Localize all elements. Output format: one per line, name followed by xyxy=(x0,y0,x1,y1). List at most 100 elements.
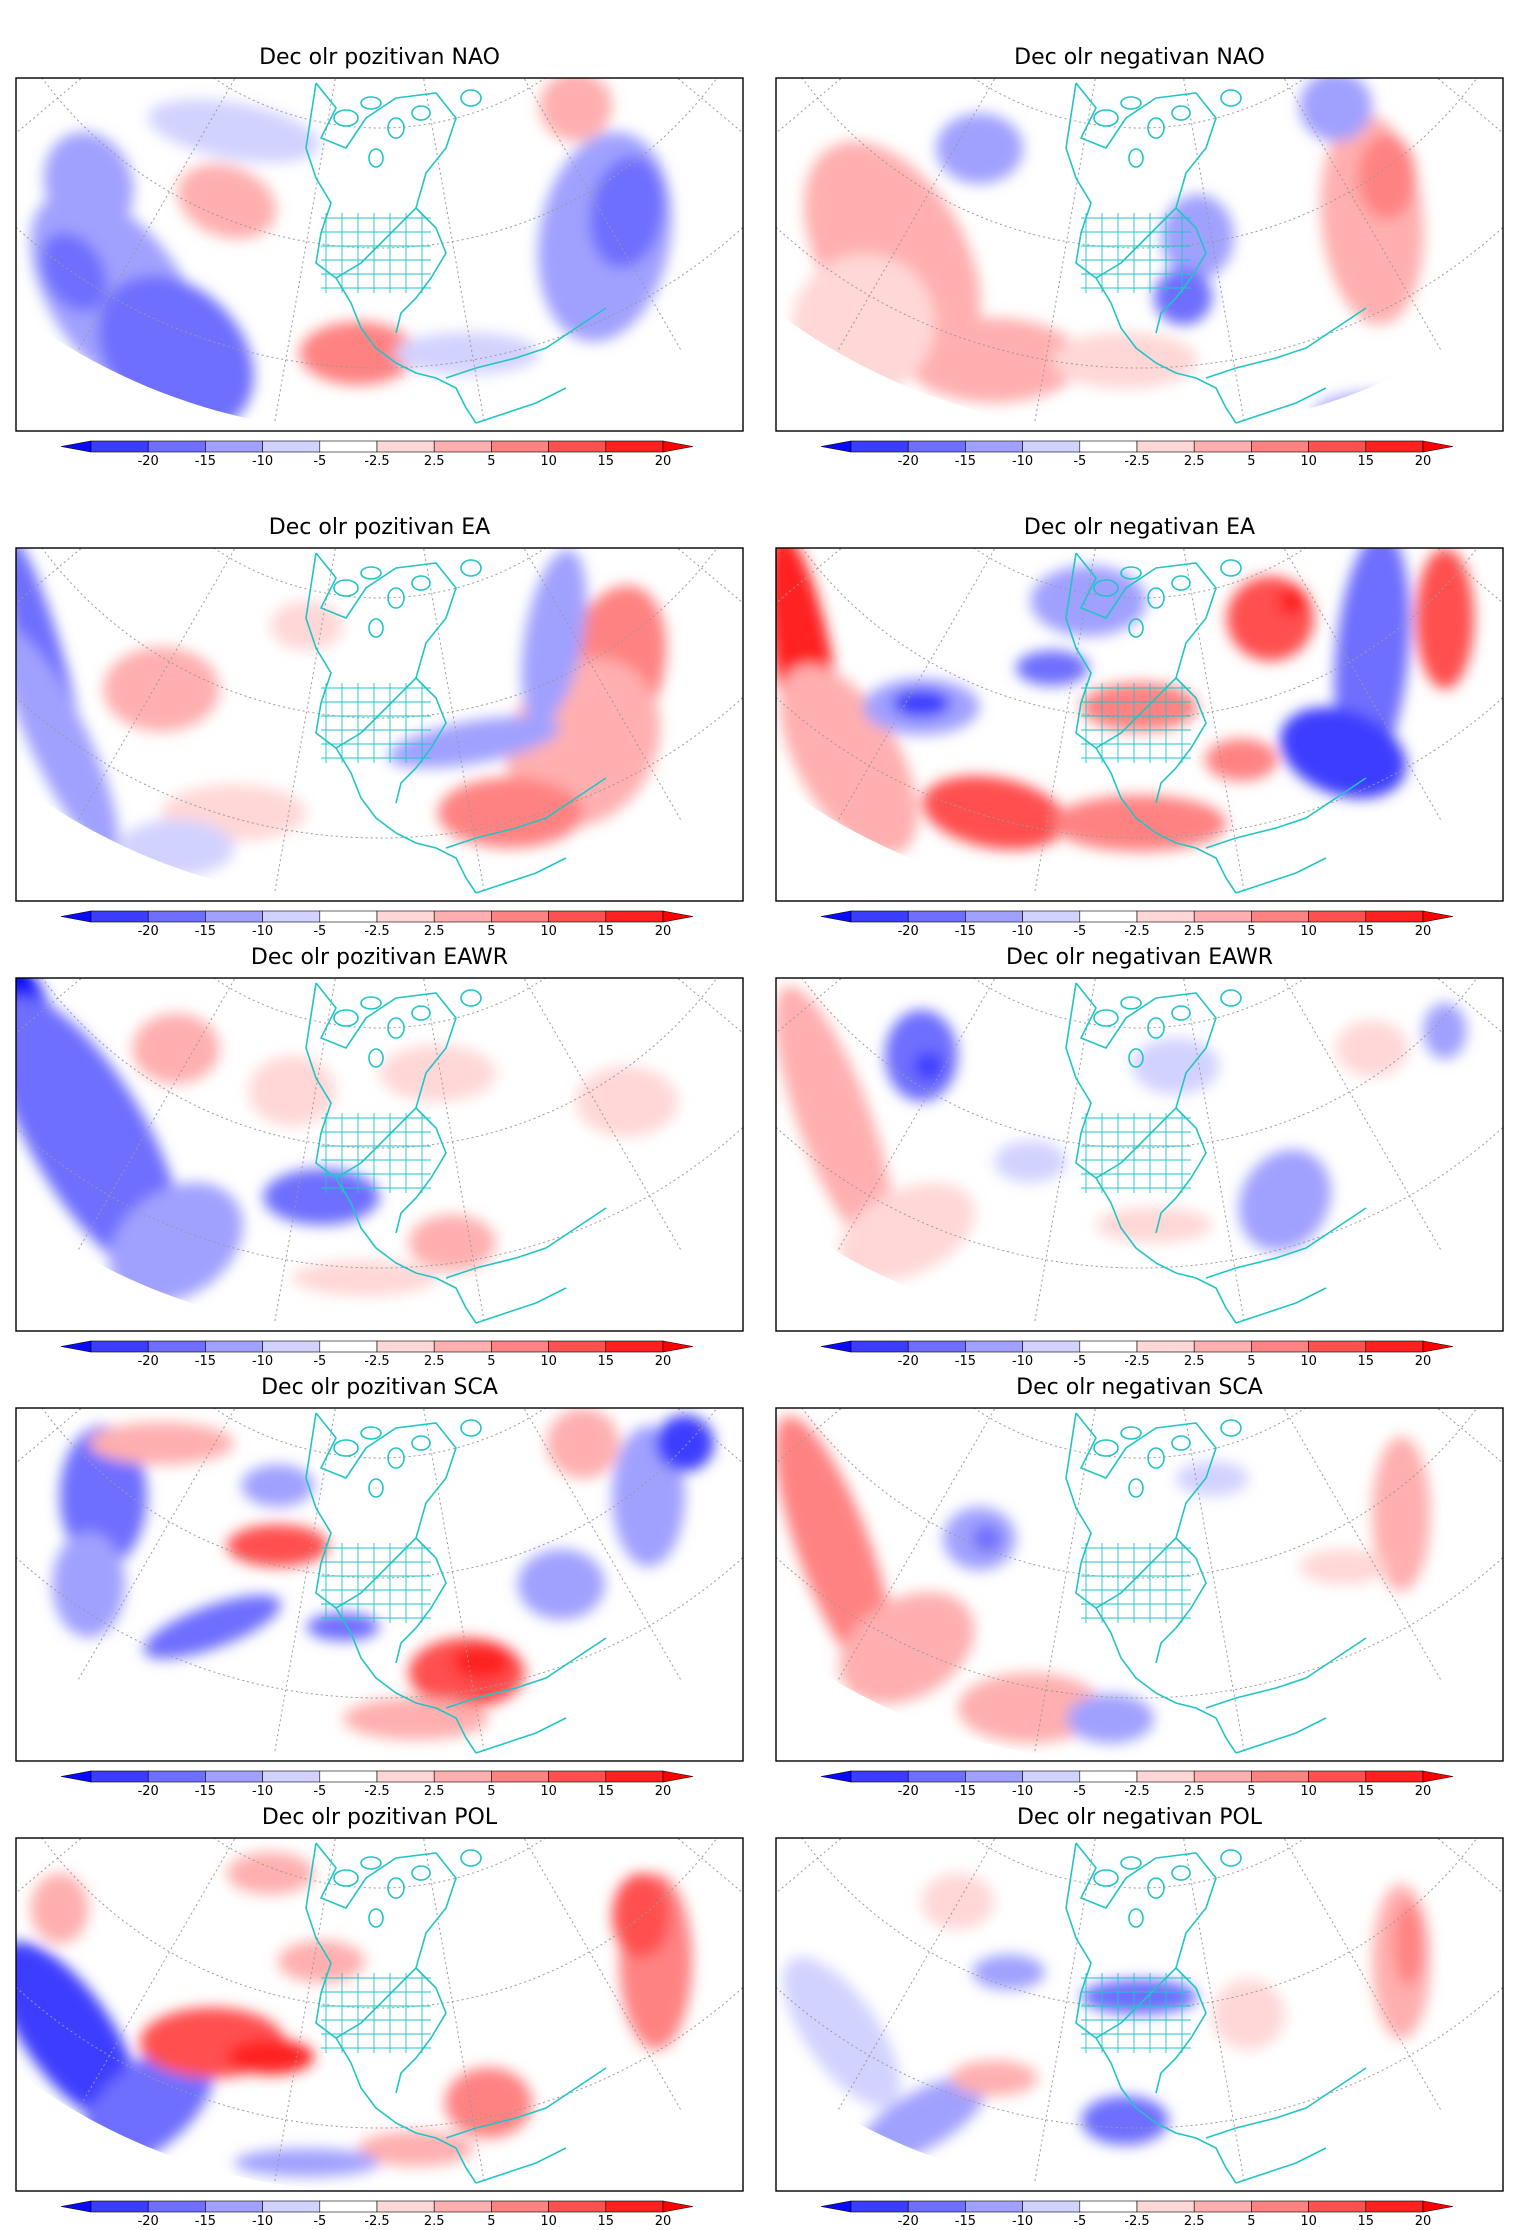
colorbar-bin xyxy=(1308,440,1367,453)
anomaly-blob xyxy=(16,1941,138,2123)
anomaly-blob xyxy=(1226,576,1314,661)
panel-frame xyxy=(15,1837,744,2192)
colorbar-bin xyxy=(907,910,966,923)
colorbar-tick-label: -10 xyxy=(1012,2214,1033,2229)
panel-frame xyxy=(775,977,1504,1332)
colorbar-max-arrow xyxy=(662,440,694,453)
anomaly-blob xyxy=(776,1415,894,1683)
anomaly-blob xyxy=(906,318,1082,403)
anomaly-blob xyxy=(575,1066,678,1137)
colorbar-bin xyxy=(1193,1770,1252,1783)
colorbar-bin xyxy=(1022,910,1081,923)
anomaly-blob xyxy=(277,1940,365,1983)
colorbar-bin xyxy=(262,910,321,923)
coastlines xyxy=(305,1412,607,1754)
colorbar-tick-label: 15 xyxy=(1358,2214,1375,2229)
colorbar-bin xyxy=(1136,440,1195,453)
colorbar-tick-label: -15 xyxy=(195,1784,216,1799)
colorbar-bin xyxy=(491,2200,549,2213)
colorbar-tick-label: 5 xyxy=(487,1354,495,1369)
map-panel-nao-negativan: Dec olr negativan NAO -20 -15 -10 -5 -2.5 2.5 5… xyxy=(775,45,1504,469)
anomaly-blob xyxy=(30,1873,89,1944)
colorbar-bin xyxy=(319,910,378,923)
colorbar-tick-label: 5 xyxy=(1247,1354,1255,1369)
colorbar-tick-label: 20 xyxy=(1415,1784,1432,1799)
colorbar-tick-label: 15 xyxy=(598,1354,615,1369)
colorbar-tick-label: -10 xyxy=(252,1784,273,1799)
panel-title: Dec olr negativan EA xyxy=(1024,515,1255,540)
colorbar-tick-label: -20 xyxy=(138,2214,159,2229)
colorbar-bin xyxy=(433,910,492,923)
colorbar-tick-label: -5 xyxy=(1073,1784,1086,1799)
anomaly-blob xyxy=(839,1591,975,1705)
colorbar-bin xyxy=(147,2200,206,2213)
colorbar-tick-label: 20 xyxy=(1415,454,1432,469)
colorbar-tick-label: 2.5 xyxy=(1184,1354,1205,1369)
colorbar-tick-label: 10 xyxy=(1300,924,1317,939)
colorbar-min-arrow xyxy=(820,910,852,923)
colorbar-tick-label: -15 xyxy=(955,924,976,939)
colorbar-bin xyxy=(1365,910,1424,923)
anomaly-blob xyxy=(517,1549,605,1620)
graticule xyxy=(16,978,743,1324)
colorbar-tick-label: -2.5 xyxy=(364,2214,389,2229)
panel-frame xyxy=(775,77,1504,432)
anomaly-blob xyxy=(388,716,561,768)
colorbar-bin xyxy=(1022,440,1081,453)
colorbar-bin xyxy=(491,440,549,453)
colorbar-tick-label: -10 xyxy=(1012,924,1033,939)
colorbar-tick-label: -2.5 xyxy=(1124,1354,1149,1369)
colorbar-bin xyxy=(965,440,1023,453)
graticule xyxy=(16,548,743,894)
colorbar: -20 -15 -10 -5 -2.5 2.5 5 10 15 20 xyxy=(820,910,1454,939)
colorbar-tick-label: 10 xyxy=(540,1784,557,1799)
colorbar-bin xyxy=(548,2200,607,2213)
colorbar-tick-label: 2.5 xyxy=(1184,2214,1205,2229)
colorbar-tick-label: -15 xyxy=(955,1354,976,1369)
colorbar-bin xyxy=(1079,910,1138,923)
anomaly-blob xyxy=(1299,1549,1387,1585)
anomaly-blob xyxy=(226,1524,329,1567)
colorbar-tick-label: 15 xyxy=(1358,1354,1375,1369)
colorbar-min-arrow xyxy=(60,1770,92,1783)
colorbar-bin xyxy=(1251,2200,1309,2213)
colorbar-bin xyxy=(1251,910,1309,923)
colorbar-bin xyxy=(319,1340,378,1353)
anomaly-blob xyxy=(521,549,587,724)
anomaly-blob xyxy=(41,232,108,312)
colorbar-bin xyxy=(850,2200,909,2213)
colorbar-bin xyxy=(205,2200,263,2213)
colorbar-bin xyxy=(907,440,966,453)
panel-title: Dec olr pozitivan POL xyxy=(262,1805,498,1830)
colorbar-tick-label: -20 xyxy=(138,454,159,469)
colorbar-tick-label: 2.5 xyxy=(424,924,445,939)
colorbar-tick-label: 20 xyxy=(1415,1354,1432,1369)
colorbar-tick-label: 5 xyxy=(1247,1784,1255,1799)
colorbar-bin xyxy=(1308,1340,1367,1353)
colorbar-tick-label: -5 xyxy=(313,924,326,939)
anomaly-blob xyxy=(1313,392,1445,431)
anomaly-blob xyxy=(1279,707,1407,799)
colorbar-tick-label: 5 xyxy=(1247,924,1255,939)
colorbar-tick-label: 10 xyxy=(540,2214,557,2229)
colorbar-tick-label: 10 xyxy=(1300,2214,1317,2229)
colorbar-tick-label: 2.5 xyxy=(1184,924,1205,939)
colorbar-tick-label: -5 xyxy=(313,2214,326,2229)
colorbar-bin xyxy=(1022,1770,1081,1783)
colorbar-tick-label: -20 xyxy=(898,1784,919,1799)
colorbar-bin xyxy=(1251,1340,1309,1353)
colorbar-bin xyxy=(90,910,149,923)
colorbar-tick-label: 15 xyxy=(1358,454,1375,469)
anomaly-blob xyxy=(1372,1436,1431,1592)
colorbar-bin xyxy=(1136,910,1195,923)
colorbar-bin xyxy=(433,440,492,453)
colorbar-bin xyxy=(850,910,909,923)
anomaly-blob xyxy=(248,1055,336,1127)
colorbar-tick-label: 20 xyxy=(655,1784,672,1799)
anomaly-blob xyxy=(132,1013,220,1084)
anomaly-blob xyxy=(1238,1149,1332,1252)
colorbar-bin xyxy=(548,910,607,923)
colorbar-tick-label: -10 xyxy=(1012,454,1033,469)
anomaly-field xyxy=(16,1852,693,2177)
anomaly-blob xyxy=(1066,1693,1155,1744)
